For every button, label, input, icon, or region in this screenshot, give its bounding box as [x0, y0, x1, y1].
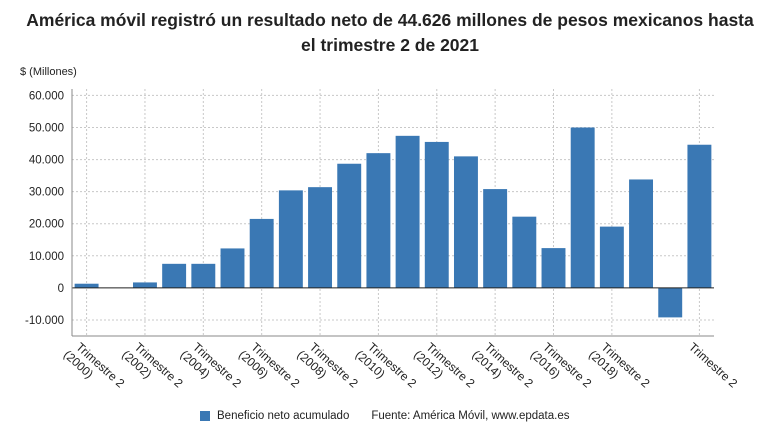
y-tick-label: 60.000	[29, 90, 64, 102]
bar	[599, 226, 624, 288]
bar	[191, 263, 216, 288]
x-tick-label: Trimestre 2(2006)	[236, 340, 303, 391]
bar	[687, 144, 712, 288]
x-tick-label: Trimestre 2(2012)	[411, 340, 478, 391]
x-tick-label: Trimestre 2(2000)	[61, 340, 128, 391]
bar	[629, 179, 654, 288]
bar	[658, 287, 683, 318]
chart-title: América móvil registró un resultado neto…	[0, 8, 780, 58]
legend-label: Beneficio neto acumulado	[217, 410, 350, 422]
y-tick-label: -10.000	[25, 315, 64, 327]
bar	[512, 216, 537, 288]
y-tick-label: 0	[58, 283, 64, 295]
x-tick-label: Trimestre 2(2010)	[353, 340, 420, 391]
legend: Beneficio neto acumulado Fuente: América…	[200, 410, 570, 422]
x-tick-label: Trimestre 2	[686, 340, 740, 391]
bar	[570, 127, 595, 288]
bar	[278, 190, 303, 288]
bar	[395, 135, 420, 288]
bar	[162, 263, 187, 288]
y-tick-label: 40.000	[29, 155, 64, 167]
bar	[74, 283, 99, 288]
x-tick-label: Trimestre 2(2008)	[294, 340, 361, 391]
y-axis-label: $ (Millones)	[20, 66, 77, 78]
bar	[249, 218, 274, 288]
bar	[541, 248, 566, 288]
bar	[453, 156, 478, 288]
y-tick-label: 10.000	[29, 251, 64, 263]
x-tick-label: Trimestre 2(2016)	[528, 340, 595, 391]
x-tick-label: Trimestre 2(2002)	[119, 340, 186, 391]
bar	[337, 163, 362, 288]
source-note: Fuente: América Móvil, www.epdata.es	[371, 410, 570, 422]
chart-title-line-1: América móvil registró un resultado neto…	[26, 10, 754, 30]
bar	[220, 248, 245, 288]
y-tick-label: 50.000	[29, 122, 64, 134]
bar	[483, 189, 508, 288]
y-tick-label: 20.000	[29, 219, 64, 231]
y-tick-label: 30.000	[29, 187, 64, 199]
bar	[424, 141, 449, 288]
legend-swatch	[200, 411, 210, 421]
x-tick-label-line-1: Trimestre 2	[686, 340, 740, 391]
bar	[308, 187, 333, 288]
bar	[366, 153, 391, 288]
x-tick-label: Trimestre 2(2014)	[469, 340, 536, 391]
chart-title-line-2: el trimestre 2 de 2021	[300, 35, 480, 55]
x-tick-label: Trimestre 2(2004)	[178, 340, 245, 391]
x-tick-label: Trimestre 2(2018)	[586, 340, 653, 391]
bar	[132, 282, 157, 288]
